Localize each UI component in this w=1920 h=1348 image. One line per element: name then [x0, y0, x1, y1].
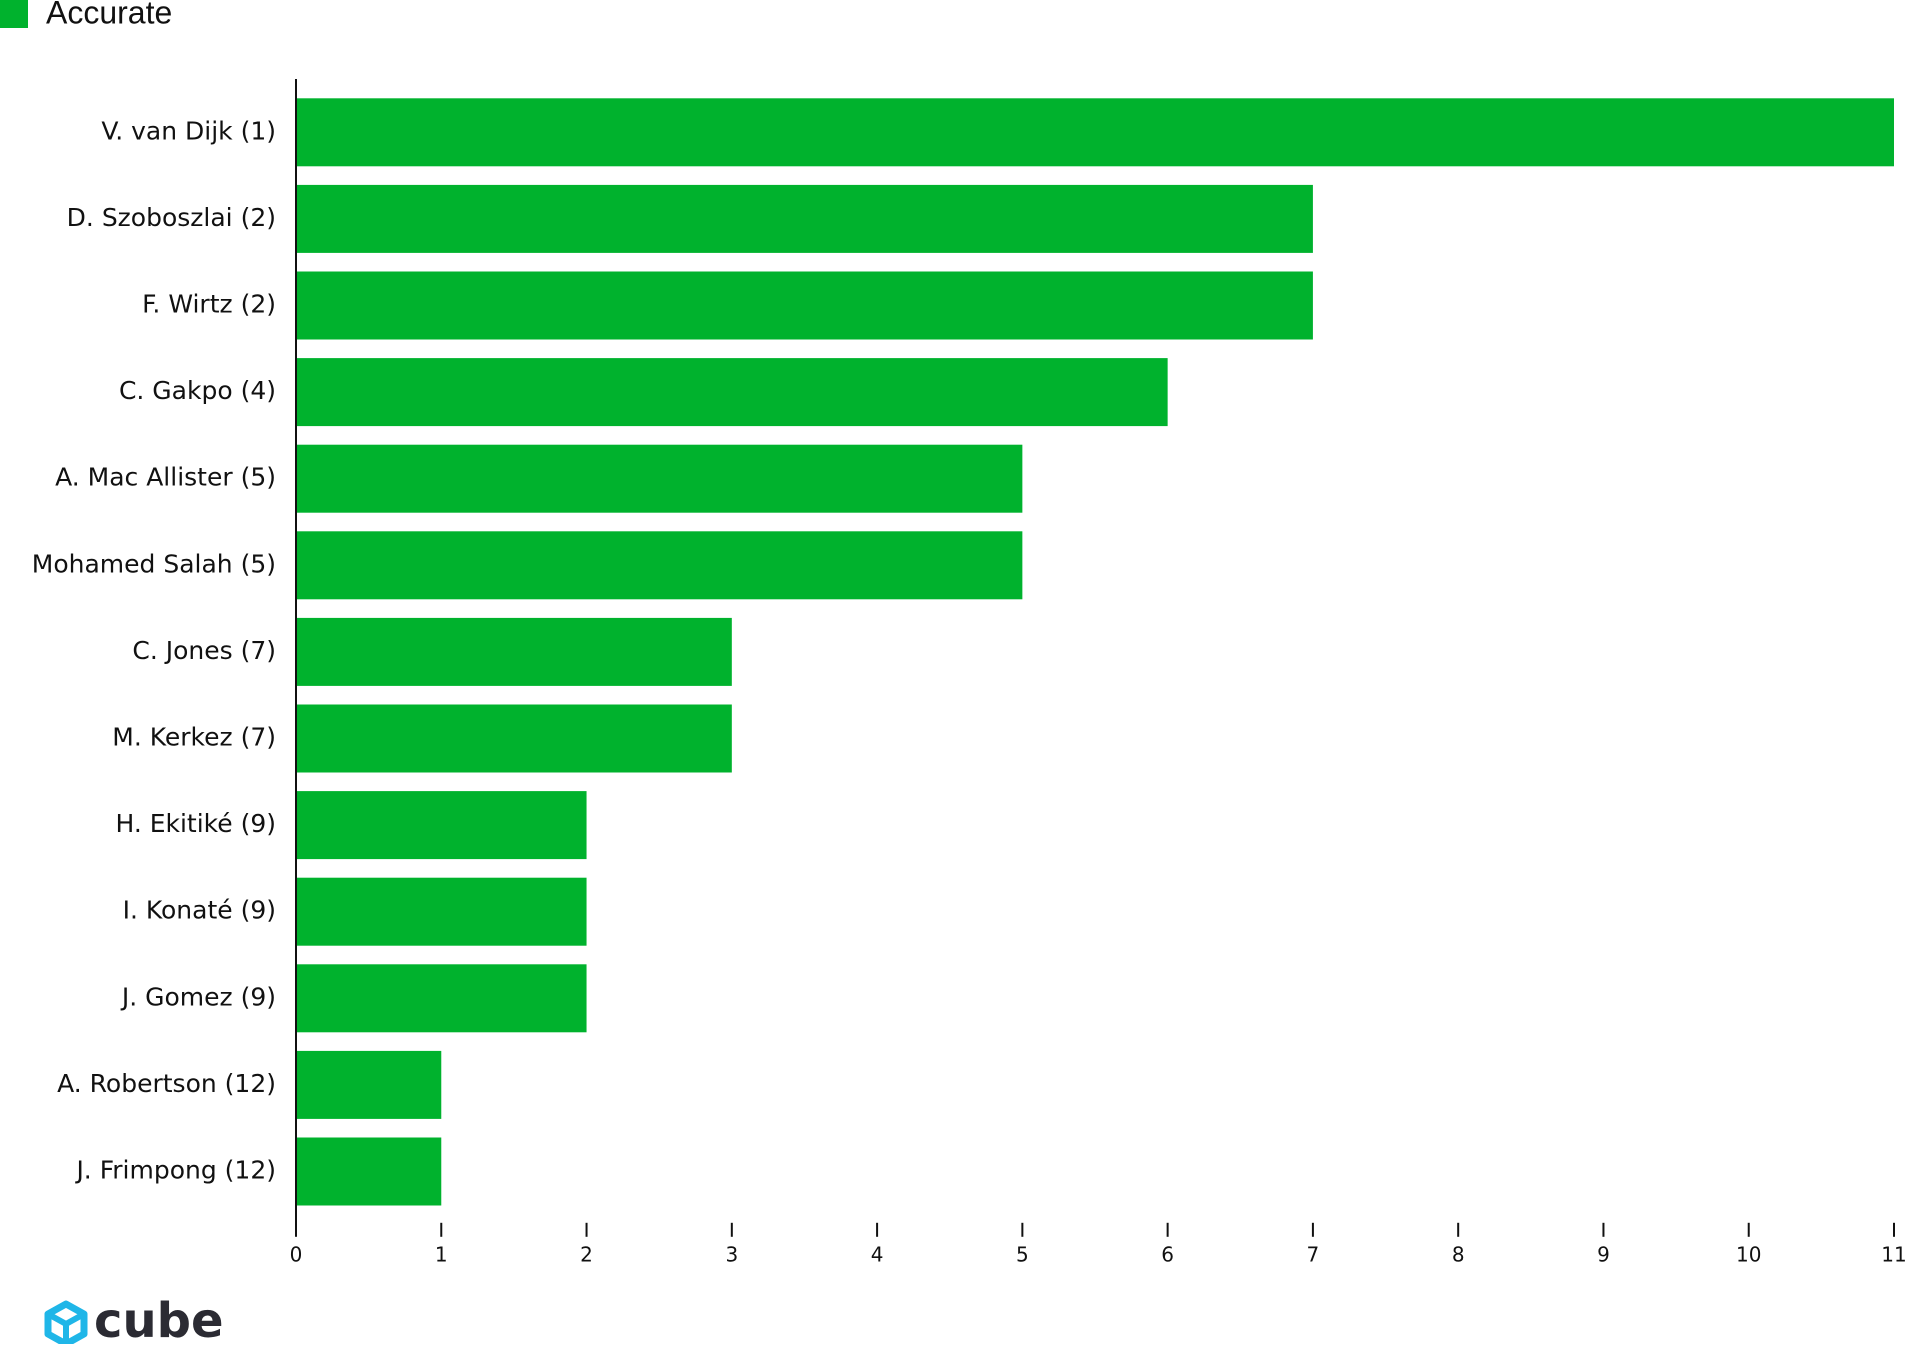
bar — [296, 358, 1168, 427]
x-tick-label: 5 — [1016, 1242, 1029, 1266]
legend-swatch — [0, 0, 28, 28]
bar — [296, 444, 1023, 513]
logo-text: cube — [94, 1293, 224, 1344]
x-tick-label: 6 — [1161, 1242, 1174, 1266]
legend-label: Accurate — [46, 0, 172, 30]
y-tick-label: V. van Dijk (1) — [101, 116, 276, 145]
bar — [296, 531, 1023, 600]
y-tick-label: F. Wirtz (2) — [142, 290, 276, 319]
y-tick-label: A. Mac Allister (5) — [55, 463, 276, 492]
x-tick-label: 3 — [725, 1242, 738, 1266]
x-tick-label: 9 — [1597, 1242, 1610, 1266]
bar — [296, 964, 587, 1033]
x-tick-label: 8 — [1452, 1242, 1465, 1266]
y-tick-label: I. Konaté (9) — [123, 896, 276, 925]
bar — [296, 1050, 442, 1119]
x-tick-label: 11 — [1881, 1242, 1906, 1266]
y-tick-label: J. Gomez (9) — [120, 982, 276, 1011]
x-tick-label: 7 — [1307, 1242, 1320, 1266]
bar — [296, 98, 1894, 167]
x-tick-label: 0 — [290, 1242, 303, 1266]
y-tick-label: J. Frimpong (12) — [74, 1156, 276, 1185]
y-tick-label: A. Robertson (12) — [57, 1069, 276, 1098]
bar — [296, 877, 587, 946]
bar — [296, 791, 587, 860]
x-tick-label: 10 — [1736, 1242, 1761, 1266]
bar — [296, 617, 732, 686]
logo-icon-inner — [46, 1311, 86, 1344]
bar — [296, 271, 1313, 340]
y-tick-label: Mohamed Salah (5) — [32, 549, 276, 578]
y-tick-label: D. Szoboszlai (2) — [67, 203, 276, 232]
y-tick-label: H. Ekitiké (9) — [115, 809, 276, 838]
y-tick-label: C. Jones (7) — [132, 636, 276, 665]
bar — [296, 1137, 442, 1206]
logo: cube — [44, 1293, 224, 1348]
y-tick-label: M. Kerkez (7) — [112, 723, 276, 752]
bar — [296, 184, 1313, 253]
x-tick-label: 1 — [435, 1242, 448, 1266]
x-tick-label: 2 — [580, 1242, 593, 1266]
bar — [296, 704, 732, 773]
y-tick-label: C. Gakpo (4) — [119, 376, 276, 405]
x-tick-label: 4 — [871, 1242, 884, 1266]
